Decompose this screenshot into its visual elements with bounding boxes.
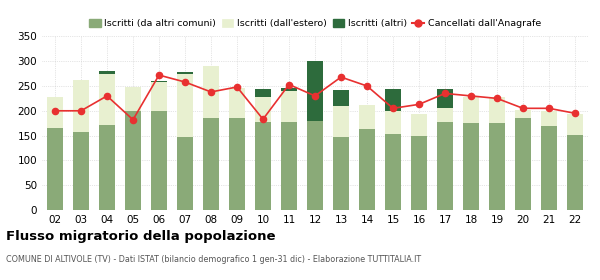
Point [284, 82, 294, 87]
Bar [151, 81, 167, 82]
Bar [73, 132, 89, 210]
Point [570, 111, 580, 116]
Bar [98, 125, 115, 210]
Point [492, 96, 502, 101]
Bar [47, 128, 64, 210]
Bar [307, 121, 323, 210]
Bar [410, 114, 427, 136]
Bar [73, 80, 89, 132]
Bar [151, 82, 167, 111]
Bar [281, 122, 298, 210]
Point [518, 106, 528, 111]
Text: COMUNE DI ALTIVOLE (TV) - Dati ISTAT (bilancio demografico 1 gen-31 dic) - Elabo: COMUNE DI ALTIVOLE (TV) - Dati ISTAT (bi… [6, 255, 421, 264]
Bar [98, 74, 115, 125]
Bar [385, 134, 401, 210]
Bar [281, 91, 298, 122]
Point [50, 109, 60, 113]
Point [102, 94, 112, 98]
Point [128, 118, 138, 122]
Bar [385, 111, 401, 134]
Bar [98, 71, 115, 74]
Bar [488, 97, 505, 123]
Bar [125, 111, 142, 210]
Bar [541, 126, 557, 210]
Bar [566, 114, 583, 135]
Bar [176, 72, 193, 74]
Bar [254, 90, 271, 97]
Bar [332, 137, 349, 210]
Bar [332, 90, 349, 106]
Bar [566, 135, 583, 210]
Bar [385, 90, 401, 111]
Point [206, 90, 216, 94]
Bar [254, 122, 271, 210]
Point [388, 106, 398, 111]
Bar [463, 123, 479, 210]
Bar [254, 97, 271, 122]
Bar [332, 106, 349, 137]
Bar [203, 66, 220, 118]
Bar [176, 137, 193, 210]
Bar [437, 108, 454, 122]
Text: Flusso migratorio della popolazione: Flusso migratorio della popolazione [6, 230, 275, 242]
Point [154, 73, 164, 77]
Bar [281, 88, 298, 91]
Bar [437, 90, 454, 108]
Bar [515, 118, 532, 210]
Bar [437, 122, 454, 210]
Point [362, 84, 372, 88]
Bar [541, 111, 557, 126]
Point [258, 117, 268, 122]
Bar [463, 97, 479, 123]
Point [414, 102, 424, 107]
Bar [359, 129, 376, 210]
Point [544, 106, 554, 111]
Point [310, 94, 320, 98]
Bar [229, 88, 245, 118]
Bar [359, 105, 376, 129]
Bar [515, 110, 532, 118]
Point [336, 75, 346, 79]
Point [180, 80, 190, 84]
Bar [307, 61, 323, 121]
Bar [47, 97, 64, 128]
Legend: Iscritti (da altri comuni), Iscritti (dall'estero), Iscritti (altri), Cancellati: Iscritti (da altri comuni), Iscritti (da… [89, 19, 541, 28]
Bar [203, 118, 220, 210]
Point [76, 109, 86, 113]
Bar [151, 111, 167, 210]
Point [466, 94, 476, 98]
Point [232, 85, 242, 89]
Bar [125, 87, 142, 111]
Bar [488, 123, 505, 210]
Bar [176, 74, 193, 137]
Bar [229, 118, 245, 210]
Point [440, 91, 450, 96]
Bar [410, 136, 427, 210]
